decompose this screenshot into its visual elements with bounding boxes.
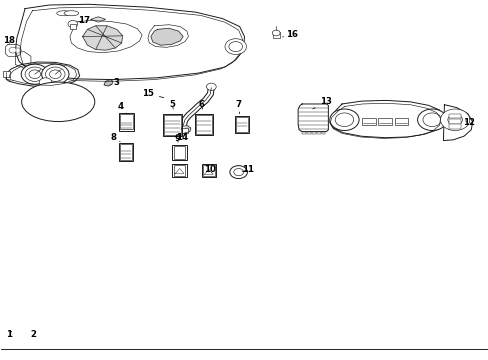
Ellipse shape xyxy=(21,82,95,122)
Bar xyxy=(172,163,186,177)
Text: 15: 15 xyxy=(142,89,163,98)
Text: 6: 6 xyxy=(198,100,204,109)
Bar xyxy=(3,71,10,77)
Bar xyxy=(163,115,180,135)
Text: 4: 4 xyxy=(117,102,126,114)
Circle shape xyxy=(41,64,69,84)
Text: 3: 3 xyxy=(110,78,120,87)
Bar xyxy=(70,24,76,30)
Bar xyxy=(196,116,211,134)
Bar xyxy=(120,114,133,130)
Circle shape xyxy=(224,39,246,54)
Polygon shape xyxy=(5,62,80,87)
Polygon shape xyxy=(148,25,188,47)
Polygon shape xyxy=(104,80,113,86)
Bar xyxy=(321,132,325,134)
Polygon shape xyxy=(329,100,444,138)
Text: 1: 1 xyxy=(6,330,13,339)
Polygon shape xyxy=(204,169,213,174)
Circle shape xyxy=(422,113,441,127)
Polygon shape xyxy=(70,21,142,53)
Bar xyxy=(361,118,375,125)
Text: 18: 18 xyxy=(3,36,16,45)
Polygon shape xyxy=(298,104,328,132)
Polygon shape xyxy=(15,51,31,68)
Text: 14: 14 xyxy=(176,133,188,142)
Text: 13: 13 xyxy=(312,97,332,109)
Bar xyxy=(162,114,182,136)
Circle shape xyxy=(440,109,469,131)
Ellipse shape xyxy=(57,11,71,16)
Bar xyxy=(179,128,187,134)
Bar xyxy=(302,132,305,134)
Bar xyxy=(448,119,461,124)
Polygon shape xyxy=(443,105,472,140)
Bar xyxy=(234,116,249,134)
Bar xyxy=(448,125,461,129)
Text: 10: 10 xyxy=(204,166,216,175)
Bar xyxy=(236,117,247,132)
Bar xyxy=(173,165,185,176)
Bar xyxy=(377,118,391,125)
Circle shape xyxy=(228,41,242,51)
Circle shape xyxy=(29,70,41,78)
Polygon shape xyxy=(151,28,183,45)
Circle shape xyxy=(417,109,446,131)
Circle shape xyxy=(329,109,358,131)
Bar xyxy=(394,118,407,125)
Circle shape xyxy=(447,114,462,125)
Text: 2: 2 xyxy=(31,330,37,339)
Polygon shape xyxy=(82,26,122,50)
Circle shape xyxy=(21,64,48,84)
Bar xyxy=(120,144,132,160)
Bar xyxy=(173,146,185,159)
Circle shape xyxy=(39,78,52,87)
Ellipse shape xyxy=(64,11,79,16)
Circle shape xyxy=(229,166,247,179)
Bar xyxy=(16,48,20,53)
Text: 7: 7 xyxy=(235,100,241,114)
Text: 5: 5 xyxy=(169,100,175,109)
Text: 17: 17 xyxy=(79,15,90,24)
Bar xyxy=(448,114,461,118)
Polygon shape xyxy=(91,17,105,22)
Bar xyxy=(119,143,133,161)
Polygon shape xyxy=(178,126,190,134)
Text: 9: 9 xyxy=(174,134,180,143)
Circle shape xyxy=(49,70,61,78)
Circle shape xyxy=(272,30,280,36)
Circle shape xyxy=(45,67,65,81)
Circle shape xyxy=(233,168,243,176)
Circle shape xyxy=(334,113,353,127)
Text: 12: 12 xyxy=(462,118,474,127)
Text: 16: 16 xyxy=(282,30,298,39)
Bar xyxy=(172,145,186,160)
Polygon shape xyxy=(15,4,244,80)
Bar xyxy=(201,163,216,177)
Bar xyxy=(311,132,315,134)
Bar xyxy=(119,113,134,131)
Bar xyxy=(203,165,214,176)
Polygon shape xyxy=(175,168,183,174)
Bar xyxy=(316,132,320,134)
Circle shape xyxy=(9,47,17,53)
Bar xyxy=(306,132,310,134)
Text: 11: 11 xyxy=(242,166,254,175)
Circle shape xyxy=(206,83,216,90)
Circle shape xyxy=(68,21,78,28)
Circle shape xyxy=(25,67,44,81)
Polygon shape xyxy=(5,44,21,56)
Bar xyxy=(272,32,279,39)
Bar xyxy=(194,114,213,135)
Text: 8: 8 xyxy=(111,133,120,142)
